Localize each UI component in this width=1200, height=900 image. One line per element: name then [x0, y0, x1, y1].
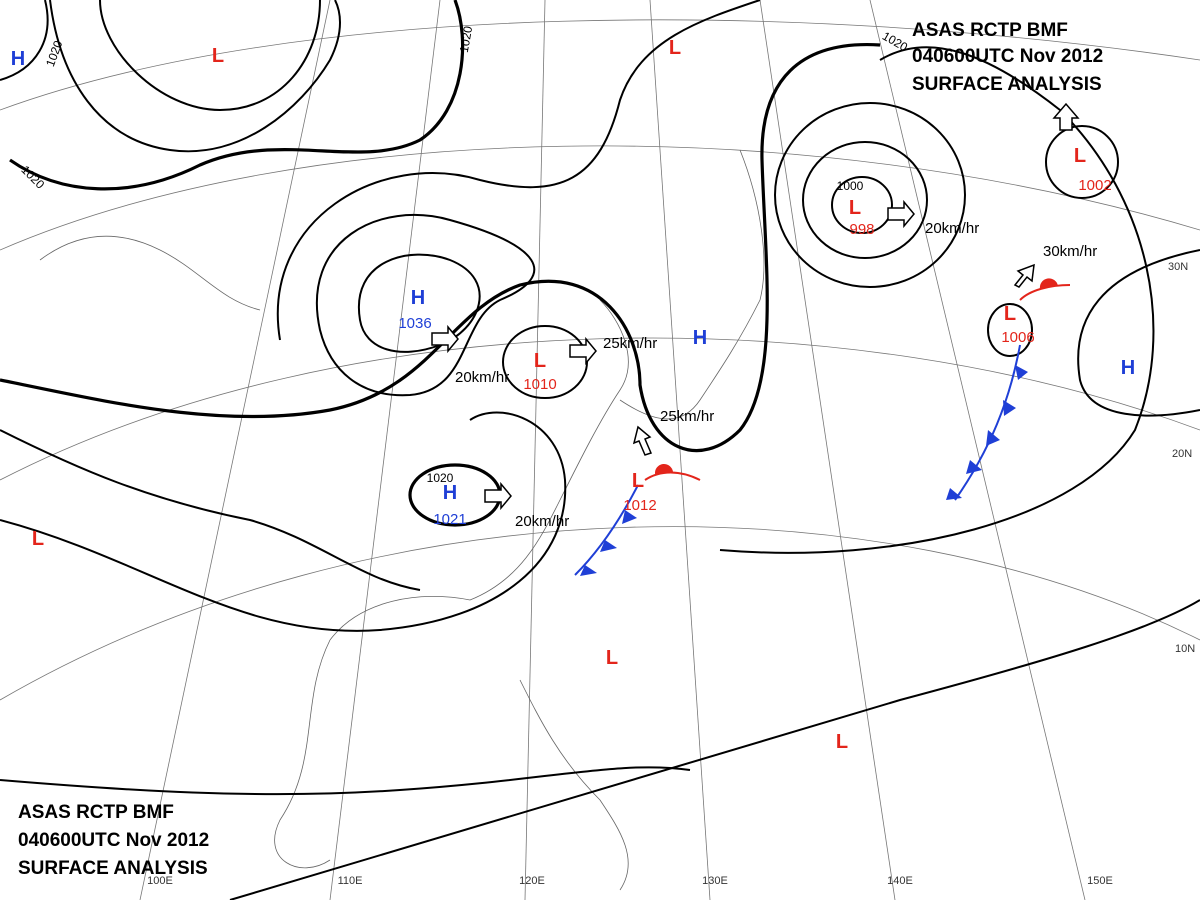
- pressure-center-value: 998: [849, 221, 874, 238]
- pressure-center-symbol: H: [411, 287, 425, 309]
- header-bottom-line: SURFACE ANALYSIS: [18, 858, 208, 879]
- motion-label: 20km/hr: [515, 513, 569, 530]
- pressure-center-value: 1021: [433, 511, 466, 528]
- pressure-center-symbol: L: [849, 197, 861, 219]
- longitude-label: 130E: [702, 875, 728, 887]
- header-top-line: ASAS RCTP BMF: [912, 20, 1068, 41]
- pressure-center-symbol: H: [693, 327, 707, 349]
- isobar-label: 1020: [457, 25, 475, 54]
- pressure-center-symbol: L: [632, 470, 644, 492]
- pressure-center-symbol: L: [1004, 303, 1016, 325]
- longitude-label: 100E: [147, 875, 173, 887]
- header-bottom-line: ASAS RCTP BMF: [18, 802, 174, 823]
- isobar-label: 1000: [837, 179, 864, 193]
- isobar-label: 1020: [427, 471, 454, 485]
- header-top-line: 040600UTC Nov 2012: [912, 46, 1103, 67]
- coastlines: [39, 149, 765, 891]
- pressure-center-symbol: H: [11, 48, 25, 70]
- fronts: [574, 278, 1071, 576]
- pressure-center-symbol: H: [443, 482, 457, 504]
- motion-label: 30km/hr: [1043, 243, 1097, 260]
- motion-label: 20km/hr: [455, 369, 509, 386]
- pressure-center-symbol: L: [836, 731, 848, 753]
- pressure-center-symbol: L: [212, 45, 224, 67]
- pressure-center-symbol: H: [1121, 357, 1135, 379]
- header-bottom-line: 040600UTC Nov 2012: [18, 830, 209, 851]
- pressure-center-symbol: L: [669, 37, 681, 59]
- longitude-label: 140E: [887, 875, 913, 887]
- longitude-label: 110E: [338, 875, 363, 887]
- pressure-center-value: 1002: [1078, 177, 1111, 194]
- pressure-center-symbol: L: [1074, 145, 1086, 167]
- pressure-center-value: 1036: [398, 315, 431, 332]
- pressure-center-symbol: L: [606, 647, 618, 669]
- pressure-center-value: 1006: [1001, 329, 1034, 346]
- latitude-label: 30N: [1168, 261, 1188, 273]
- pressure-center-value: 1010: [523, 376, 556, 393]
- longitude-label: 150E: [1087, 875, 1113, 887]
- header-top-line: SURFACE ANALYSIS: [912, 74, 1102, 95]
- pressure-center-symbol: L: [534, 350, 546, 372]
- motion-label: 20km/hr: [925, 220, 979, 237]
- motion-label: 25km/hr: [660, 408, 714, 425]
- motion-label: 25km/hr: [603, 335, 657, 352]
- longitude-label: 120E: [519, 875, 545, 887]
- pressure-center-symbol: L: [32, 528, 44, 550]
- latitude-label: 20N: [1172, 448, 1192, 460]
- motion-arrows: [431, 102, 1080, 511]
- pressure-center-value: 1012: [623, 497, 656, 514]
- latitude-label: 10N: [1175, 643, 1195, 655]
